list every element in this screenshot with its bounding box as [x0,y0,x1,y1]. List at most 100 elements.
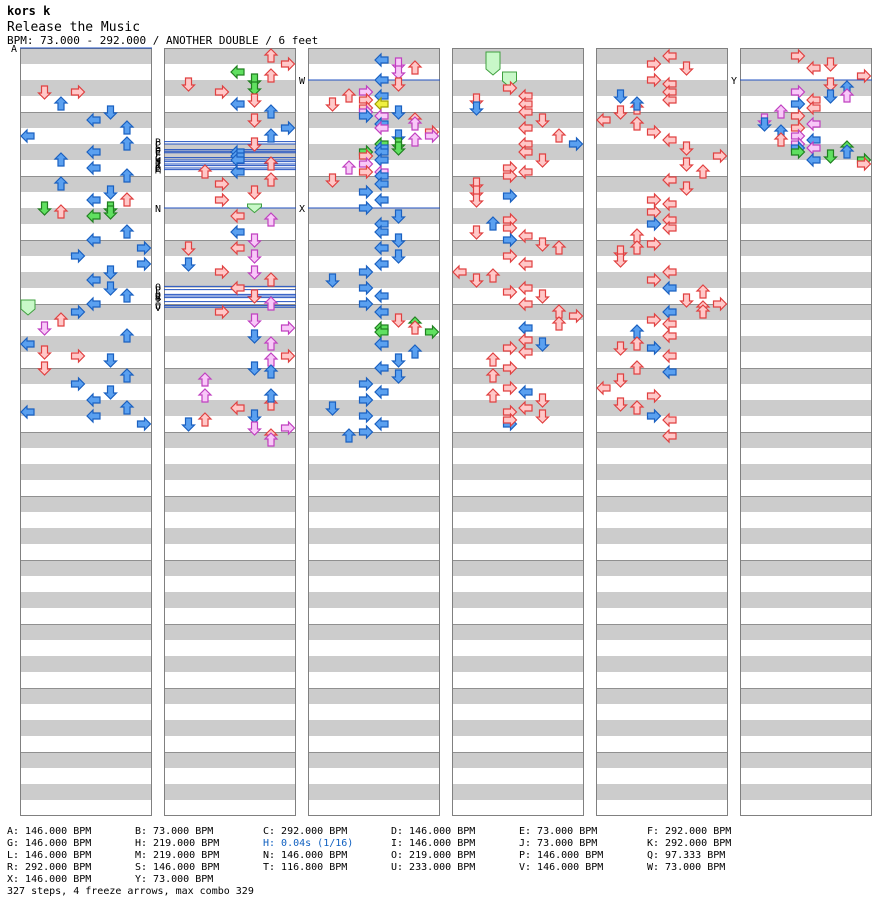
beat-stripe [452,688,584,704]
step-arrow-down [37,345,52,360]
step-arrow-down [103,281,118,296]
bpm-marker-label: N [155,204,161,215]
beat-stripe [308,208,440,224]
step-arrow-right [280,320,296,336]
step-arrow-up [53,96,69,111]
bpm-legend-entry: X: 146.000 BPM [7,874,92,885]
beat-stripe [740,48,872,64]
beat-stripe [20,560,152,576]
beat-stripe [20,240,152,256]
step-arrow-right [502,248,518,264]
bpm-legend-entry: Q: 97.333 BPM [647,850,726,861]
bpm-legend-entry: N: 146.000 BPM [263,850,348,861]
step-arrow-left [230,240,245,256]
step-arrow-down [679,157,694,172]
step-arrow-up [119,328,135,343]
step-arrow-down [535,393,550,408]
bpm-marker-label: F [155,149,161,160]
beat-stripe [164,80,296,96]
step-arrow-down [823,149,838,164]
step-arrow-left [518,400,533,416]
step-arrow-right [358,164,374,180]
beat-stripe [740,208,872,224]
step-arrow-left [374,192,389,208]
bpm-legend-entry: K: 292.000 BPM [647,838,732,849]
step-arrow-down [325,97,340,112]
step-arrow-up [629,360,645,375]
beat-stripe [164,720,296,736]
bpm-marker-label: I [155,158,161,169]
beat-stripe [740,80,872,96]
step-arrow-left [86,112,101,128]
step-arrow-left [86,208,101,224]
beat-stripe [164,272,296,288]
beat-stripe [164,240,296,256]
step-arrow-left [230,280,245,296]
beat-stripe [740,336,872,352]
beat-stripe [308,400,440,416]
step-arrow-left [374,52,389,68]
step-arrow-down [247,233,262,248]
step-arrow-left [86,272,101,288]
beat-stripe [308,560,440,576]
bpm-marker-label: X [299,204,305,215]
bpm-marker-label: R [155,292,162,303]
step-arrow-down [391,65,406,80]
beat-stripe [164,656,296,672]
bpm-marker-label: U [155,302,161,313]
step-arrow-down [469,273,484,288]
beat-stripe [164,208,296,224]
beat-stripe [20,752,152,768]
beat-stripe [452,560,584,576]
beat-stripe [596,720,728,736]
step-arrow-left [374,256,389,272]
step-arrow-up [407,132,423,147]
beat-stripe [596,464,728,480]
step-arrow-up [197,164,213,179]
beat-stripe [164,560,296,576]
step-arrow-left [518,280,533,296]
step-arrow-left [518,384,533,400]
step-arrow-down [823,57,838,72]
beat-stripe [164,176,296,192]
beat-stripe [164,592,296,608]
step-arrow-up [551,316,567,331]
step-arrow-right [856,156,872,172]
step-arrow-up [695,164,711,179]
beat-stripe [452,368,584,384]
beat-stripe [452,400,584,416]
beat-stripe [308,144,440,160]
step-arrow-up [695,304,711,319]
step-arrow-right [70,248,86,264]
step-arrow-down [757,117,772,132]
step-arrow-right [502,412,518,428]
step-arrow-left [230,208,245,224]
beat-stripe [20,176,152,192]
step-arrow-left [374,360,389,376]
beat-stripe [20,720,152,736]
step-arrow-left [662,348,677,364]
beat-stripe [308,656,440,672]
step-arrow-down [325,401,340,416]
step-arrow-down [391,353,406,368]
beat-stripe [452,240,584,256]
beat-stripe [596,624,728,640]
chart-author: kors k [7,4,51,18]
step-arrow-down [391,209,406,224]
beat-stripe [164,144,296,160]
step-arrow-right [502,360,518,376]
beat-stripe [452,432,584,448]
beat-stripe [164,688,296,704]
step-arrow-down [103,385,118,400]
step-arrow-up [119,224,135,239]
beat-stripe [308,176,440,192]
bpm-legend-entry: D: 146.000 BPM [391,826,476,837]
beat-stripe [740,592,872,608]
beat-stripe [452,48,584,64]
step-arrow-right [502,80,518,96]
step-arrow-left [662,132,677,148]
bpm-marker-label: J [155,160,161,171]
beat-stripe [596,656,728,672]
beat-stripe [740,752,872,768]
bpm-legend-entry: G: 146.000 BPM [7,838,92,849]
